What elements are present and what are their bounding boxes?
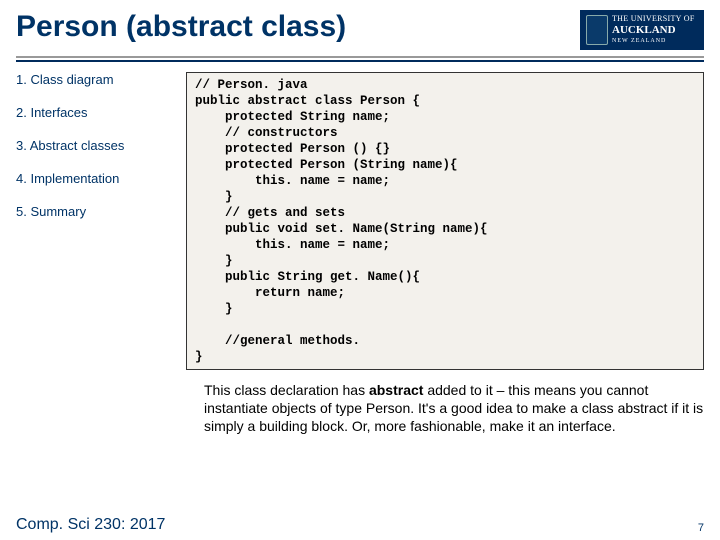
- explanation-paragraph: This class declaration has abstract adde…: [188, 370, 720, 440]
- outline-sidebar: 1. Class diagram 2. Interfaces 3. Abstra…: [16, 72, 174, 370]
- logo-auckland-line: AUCKLAND: [612, 24, 676, 36]
- slide-title: Person (abstract class): [16, 10, 346, 44]
- outline-item-1: 1. Class diagram: [16, 72, 174, 87]
- outline-item-3: 3. Abstract classes: [16, 138, 174, 153]
- logo-university-line: THE UNIVERSITY OF: [612, 14, 695, 23]
- page-number: 7: [698, 522, 704, 534]
- code-block: // Person. java public abstract class Pe…: [186, 72, 704, 370]
- logo-text: THE UNIVERSITY OF AUCKLAND NEW ZEALAND: [612, 15, 695, 44]
- header-divider-light: [16, 56, 704, 58]
- university-logo: THE UNIVERSITY OF AUCKLAND NEW ZEALAND: [580, 10, 704, 50]
- header-divider-dark: [16, 60, 704, 62]
- slide-header: Person (abstract class) THE UNIVERSITY O…: [0, 0, 720, 56]
- slide-content: 1. Class diagram 2. Interfaces 3. Abstra…: [0, 72, 720, 370]
- outline-item-4: 4. Implementation: [16, 171, 174, 186]
- outline-item-2: 2. Interfaces: [16, 105, 174, 120]
- paragraph-bold: abstract: [369, 382, 423, 398]
- outline-item-5: 5. Summary: [16, 204, 174, 219]
- course-label: Comp. Sci 230: 2017: [16, 516, 165, 534]
- logo-crest-icon: [586, 15, 608, 45]
- paragraph-pre: This class declaration has: [204, 382, 369, 398]
- logo-nz-line: NEW ZEALAND: [612, 38, 695, 45]
- slide-footer: Comp. Sci 230: 2017 7: [16, 516, 704, 534]
